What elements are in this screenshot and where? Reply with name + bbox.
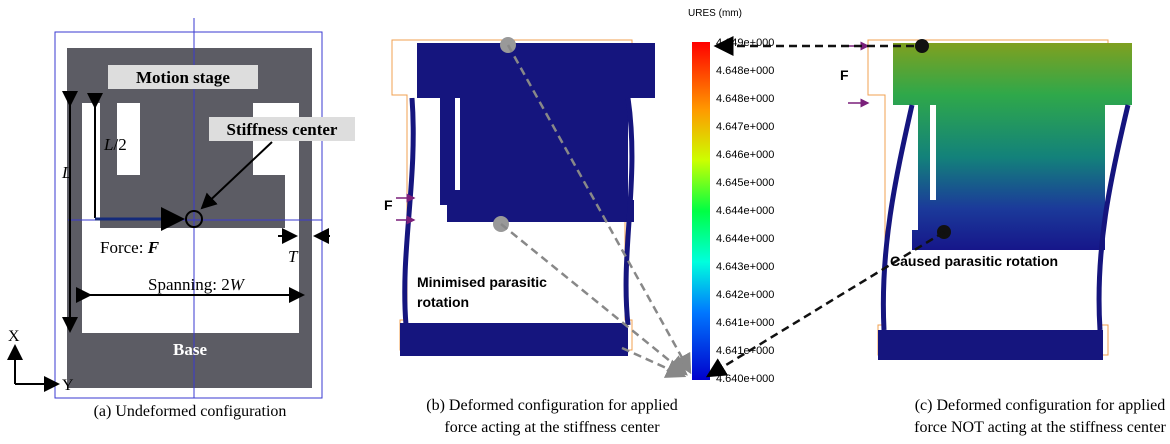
- panel-a: Motion stage Stiffness center L L/2 Forc…: [8, 18, 355, 420]
- base: [400, 323, 628, 356]
- pointer: [622, 348, 684, 376]
- colorbar-title: URES (mm): [688, 8, 742, 19]
- label: Spanning: 2W: [148, 275, 246, 294]
- label: L: [61, 163, 71, 182]
- note: Caused parasitic rotation: [890, 253, 1058, 269]
- label: L/2: [103, 135, 127, 154]
- colorbar-label: 4.643e+000: [716, 261, 774, 273]
- page: { "panel_a": { "motion_stage": "Motion s…: [0, 0, 1170, 444]
- colorbar-label: 4.644e+000: [716, 205, 774, 217]
- base: [878, 330, 1103, 360]
- colorbar: URES (mm) 4.649e+0004.648e+0004.648e+000…: [688, 8, 774, 385]
- figure: Motion stage Stiffness center L L/2 Forc…: [0, 0, 1170, 444]
- label: F: [840, 67, 849, 83]
- label: T: [288, 247, 299, 266]
- note: rotation: [417, 294, 469, 310]
- panel-c: F Caused parasitic rotation (c) Deformed…: [708, 39, 1167, 436]
- caption: (b) Deformed configuration for applied: [426, 397, 677, 414]
- colorbar-label: 4.646e+000: [716, 149, 774, 161]
- note: Minimised parasitic: [417, 274, 547, 290]
- flexure: [883, 105, 912, 330]
- colorbar-label: 4.642e+000: [716, 289, 774, 301]
- caption: (a) Undeformed configuration: [94, 403, 287, 420]
- deformed-stage: [893, 43, 1132, 250]
- label: Stiffness center: [227, 120, 338, 139]
- deformed-stage: [417, 43, 655, 222]
- colorbar-label: 4.641e+000: [716, 317, 774, 329]
- label: Force: F: [100, 238, 160, 257]
- label: F: [384, 197, 393, 213]
- label: X: [8, 328, 20, 345]
- colorbar-label: 4.647e+000: [716, 121, 774, 133]
- colorbar-label: 4.644e+000: [716, 233, 774, 245]
- colorbar-label: 4.648e+000: [716, 65, 774, 77]
- caption: force NOT acting at the stiffness center: [914, 419, 1166, 436]
- label: Y: [62, 377, 74, 394]
- caption: force acting at the stiffness center: [444, 419, 660, 436]
- label: Base: [173, 340, 207, 359]
- colorbar-label: 4.641e+000: [716, 345, 774, 357]
- panel-b: F Minimised parasitic rotation (b) Defor…: [384, 37, 690, 436]
- colorbar-label: 4.648e+000: [716, 93, 774, 105]
- caption: (c) Deformed configuration for applied: [915, 397, 1166, 414]
- colorbar-scale: [692, 42, 710, 380]
- colorbar-label: 4.640e+000: [716, 373, 774, 385]
- colorbar-label: 4.645e+000: [716, 177, 774, 189]
- flexure: [405, 98, 413, 325]
- label: Motion stage: [136, 68, 230, 87]
- probe: [915, 39, 929, 53]
